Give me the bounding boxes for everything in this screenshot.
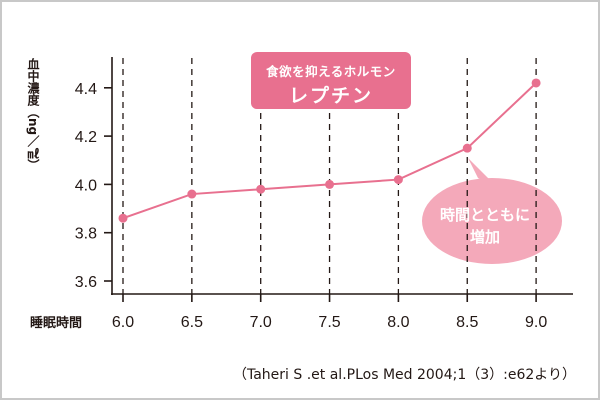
bubble-line-2: 増加 [469,228,500,246]
speech-bubble [422,178,562,264]
speech-bubble-text: 時間とともに 増加 [420,204,550,248]
data-point [256,184,266,194]
x-axis-title: 睡眠時間 [30,316,83,331]
x-tick-label: 7.0 [250,314,272,331]
data-point [118,213,128,223]
y-tick-label: 4.4 [75,81,97,98]
data-point [187,189,197,199]
data-point [393,175,403,185]
x-tick-label: 6.0 [112,314,134,331]
badge-subtitle: 食欲を抑えるホルモン [266,64,396,79]
x-tick-label: 7.5 [318,314,340,331]
y-tick-label: 4.0 [75,177,97,194]
x-tick-label: 8.0 [387,314,409,331]
bubble-line-1: 時間とともに [439,206,530,224]
y-axis-title: 血中濃度（ng／㎖） [26,58,40,172]
data-point [325,179,335,189]
y-tick-label: 3.8 [75,226,97,243]
data-point [531,78,541,88]
x-tick-label: 6.5 [181,314,203,331]
citation: （Taheri S .et al.PLos Med 2004;1（3）:e62よ… [232,367,576,383]
y-tick-label: 4.2 [75,129,97,146]
x-tick-label: 9.0 [525,314,547,331]
y-tick-label: 3.6 [75,274,97,291]
x-tick-label: 8.5 [456,314,478,331]
data-point [462,143,472,153]
leptin-label-box: 食欲を抑えるホルモン レプチン [251,52,411,109]
badge-title: レプチン [288,85,373,107]
